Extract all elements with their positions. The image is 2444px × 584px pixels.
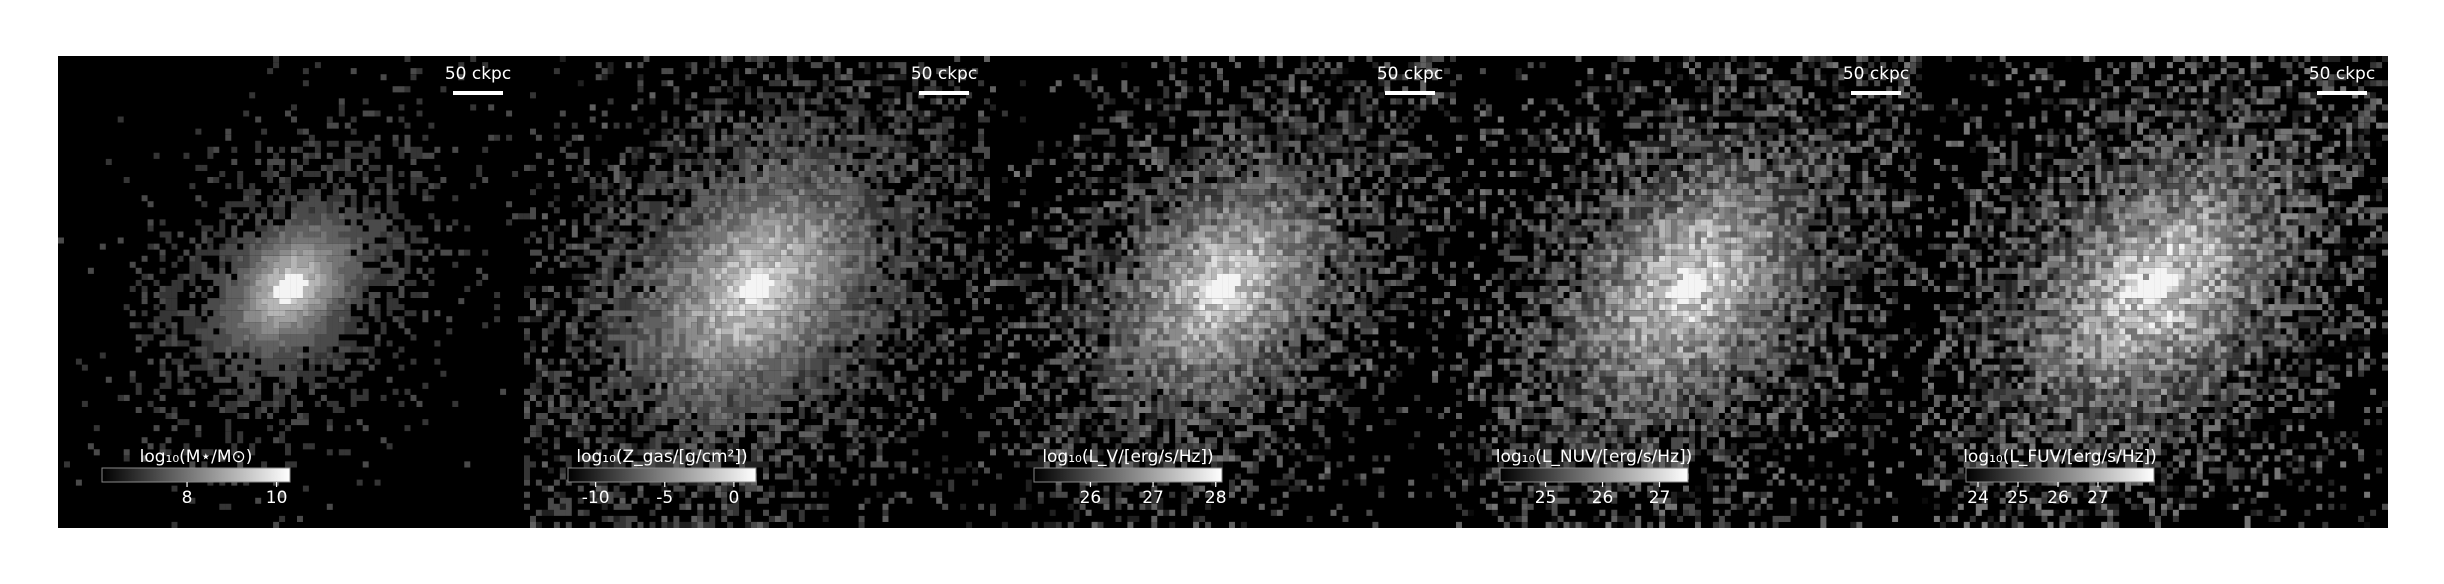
colorbar-label: log₁₀(L_FUV/[erg/s/Hz]) <box>1963 447 2157 467</box>
pixel-layer <box>261 255 321 317</box>
colorbar <box>101 467 291 483</box>
colorbar-tick-label: -5 <box>656 488 673 508</box>
colorbar-label: log₁₀(Z_gas/[g/cm²]) <box>576 447 747 467</box>
pixel-layer <box>1175 237 1277 341</box>
pixel-layer <box>673 207 835 365</box>
pixel-layer <box>219 213 369 359</box>
colorbar-tick-label: 27 <box>1142 488 1164 508</box>
pixel-layer <box>1922 56 2388 528</box>
pixel-layer <box>58 68 519 528</box>
colorbar-tick-label: -10 <box>582 488 610 508</box>
colorbar-tick-label: 0 <box>728 488 739 508</box>
scale-bar-label: 50 ckpc <box>2309 64 2375 84</box>
pixel-layer <box>285 267 297 305</box>
pixel-layer <box>1922 56 2383 528</box>
pixel-layer <box>1199 273 1241 311</box>
pixel-layer <box>1109 177 1337 395</box>
pixel-layer <box>661 189 853 389</box>
pixel-layer <box>2119 243 2185 329</box>
colorbar-tick-label: 10 <box>266 488 288 508</box>
pixel-layer <box>255 249 327 329</box>
scale-bar-label: 50 ckpc <box>1377 64 1443 84</box>
pixel-layer <box>727 261 781 317</box>
pixel-layer <box>1557 158 1815 420</box>
pixel-layer <box>273 273 309 305</box>
pixel-layer <box>243 243 339 335</box>
pixel-layer <box>1629 219 1749 353</box>
pixel-layer <box>1145 201 1301 371</box>
pixel-layer <box>691 225 823 347</box>
colorbar-label: log₁₀(M⋆/M⊙) <box>140 447 253 467</box>
colorbar <box>1499 467 1689 483</box>
colorbar-tick-label: 25 <box>2007 488 2029 508</box>
pixel-layer <box>1665 261 1719 323</box>
colorbar-tick-label: 26 <box>1080 488 1102 508</box>
pixel-layer <box>739 273 775 305</box>
pixel-layer <box>1187 249 1259 329</box>
pixel-layer <box>524 56 990 528</box>
colorbar-label: log₁₀(L_NUV/[erg/s/Hz]) <box>1496 447 1693 467</box>
colorbar-tick-label: 27 <box>1649 488 1671 508</box>
scale-bar-label: 50 ckpc <box>911 64 977 84</box>
pixel-layer <box>1647 231 1737 317</box>
colorbar-tick-label: 25 <box>1535 488 1557 508</box>
pixel-layer <box>524 56 990 528</box>
pixel-layer <box>990 56 1456 528</box>
colorbar-tick-label: 26 <box>2047 488 2069 508</box>
scale-bar-label: 50 ckpc <box>445 64 511 84</box>
colorbar-tick-label: 26 <box>1592 488 1614 508</box>
pixel-layer <box>990 86 1456 480</box>
colorbar-tick-label: 28 <box>1205 488 1227 508</box>
pixel-layer <box>1456 56 1922 528</box>
pixel-layer <box>1151 225 1283 359</box>
pixel-layer <box>2071 195 2245 383</box>
colorbar-tick-label: 24 <box>1967 488 1989 508</box>
colorbar-label: log₁₀(L_V/[erg/s/Hz]) <box>1042 447 1213 467</box>
pixel-layer <box>2083 213 2233 359</box>
pixel-layer <box>237 225 351 347</box>
pixel-layer <box>2041 171 2263 407</box>
scale-bar-label: 50 ckpc <box>1843 64 1909 84</box>
colorbar <box>567 467 757 483</box>
colorbar <box>1033 467 1223 483</box>
colorbar-tick-label: 27 <box>2087 488 2109 508</box>
pixel-layer <box>1922 56 2388 528</box>
colorbar-tick-label: 8 <box>182 488 193 508</box>
colorbar <box>1965 467 2155 483</box>
pixel-layer <box>709 237 799 341</box>
